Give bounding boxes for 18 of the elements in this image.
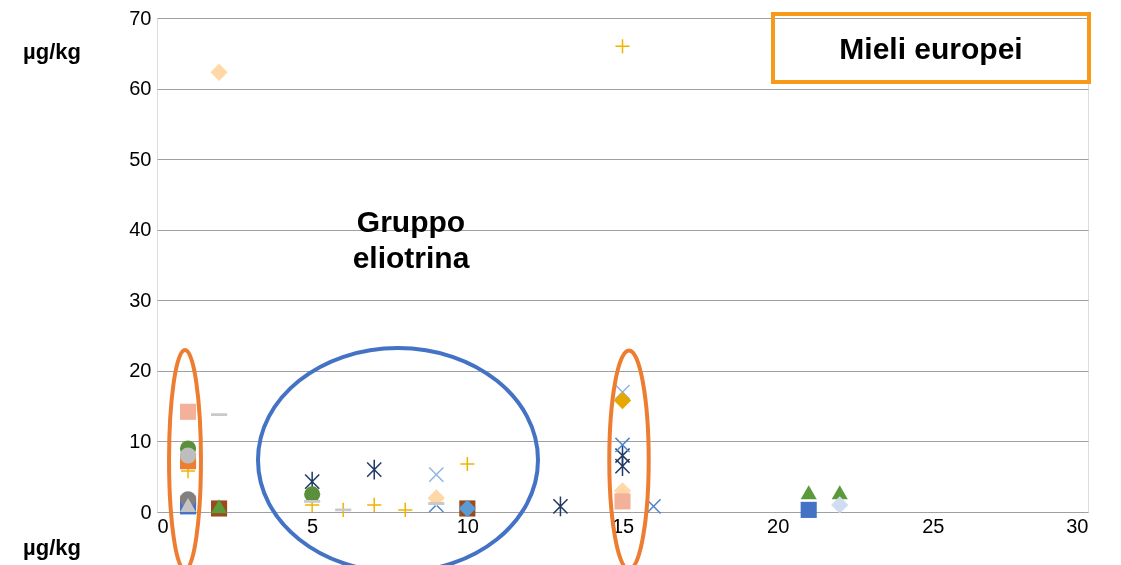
annotation: Gruppo eliotrina: [352, 205, 470, 274]
y-axis-title: µg/kg: [23, 39, 81, 64]
y-tick-label: 20: [129, 359, 152, 382]
y-tick-label: 0: [140, 500, 152, 523]
y-tick-label: 50: [129, 147, 152, 170]
x-tick-label: 30: [1066, 514, 1089, 537]
y-tick-label: 10: [129, 429, 152, 452]
chart-title: Mieli europei: [839, 32, 1023, 65]
y-tick-label: 60: [129, 77, 152, 100]
x-axis-title: µg/kg: [23, 535, 81, 560]
y-tick-label: 70: [129, 6, 152, 29]
x-tick-label: 25: [922, 514, 945, 537]
y-tick-label: 40: [129, 218, 152, 241]
x-tick-label: 5: [307, 514, 319, 537]
x-tick-label: 10: [456, 514, 479, 537]
y-tick-label: 30: [129, 288, 152, 311]
x-tick-label: 0: [157, 514, 169, 537]
x-tick-label: 20: [767, 514, 790, 537]
